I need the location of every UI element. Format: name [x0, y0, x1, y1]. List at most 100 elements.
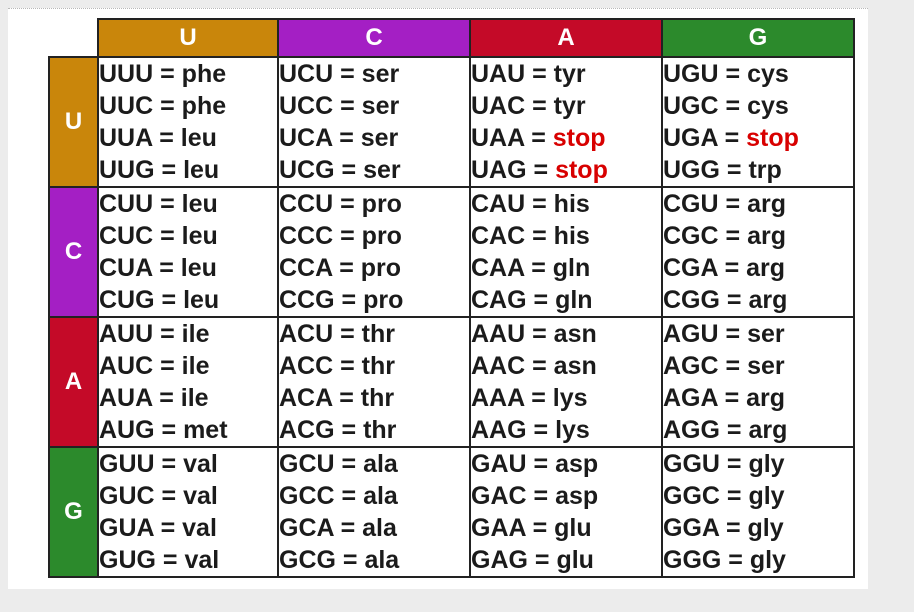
- equals-sign: =: [152, 384, 181, 412]
- page-canvas: U C A G U UUU = phe UUC = phe UUA = leu UUG …: [8, 8, 868, 589]
- codon-label: AGA: [663, 384, 718, 412]
- codon-entry: AUA = ile: [99, 382, 277, 414]
- codon-label: AAG: [471, 416, 527, 444]
- amino-acid-label: thr: [363, 416, 397, 444]
- codon-label: UAG: [471, 156, 527, 184]
- codon-cell: CGU = arg CGC = arg CGA = arg CGG = arg: [661, 186, 855, 318]
- equals-sign: =: [153, 222, 182, 250]
- codon-entry: CGG = arg: [663, 284, 853, 316]
- amino-acid-label: thr: [361, 352, 395, 380]
- equals-sign: =: [332, 384, 361, 412]
- amino-acid-label: gly: [748, 450, 785, 478]
- codon-label: UCG: [279, 156, 335, 184]
- corner-cell: [49, 19, 98, 57]
- codon-entry: GCU = ala: [279, 448, 469, 480]
- codon-entry: UAG = stop: [471, 154, 661, 186]
- codon-entry: UGU = cys: [663, 58, 853, 90]
- codon-label: AUA: [99, 384, 153, 412]
- codon-entry: UCA = ser: [279, 122, 469, 154]
- codon-entry: ACU = thr: [279, 318, 469, 350]
- amino-acid-label: ser: [361, 60, 400, 88]
- codon-entry: CUU = leu: [99, 188, 277, 220]
- codon-entry: AGG = arg: [663, 414, 853, 446]
- codon-entry: UCG = ser: [279, 154, 469, 186]
- codon-label: UUA: [99, 124, 153, 152]
- amino-acid-label: met: [183, 416, 228, 444]
- equals-sign: =: [718, 92, 748, 120]
- codon-label: UUG: [99, 156, 155, 184]
- equals-sign: =: [333, 514, 363, 542]
- amino-acid-label: val: [182, 514, 217, 542]
- codon-entry: GGU = gly: [663, 448, 853, 480]
- codon-label: GAA: [471, 514, 526, 542]
- codon-entry: AUU = ile: [99, 318, 277, 350]
- equals-sign: =: [718, 320, 748, 348]
- codon-label: ACC: [279, 352, 334, 380]
- codon-label: AGG: [663, 416, 720, 444]
- amino-acid-label: arg: [746, 254, 786, 282]
- codon-entry: UUC = phe: [99, 90, 277, 122]
- codon-entry: GCA = ala: [279, 512, 469, 544]
- codon-cell: CUU = leu CUC = leu CUA = leu CUG = leu: [97, 186, 279, 318]
- codon-label: CCC: [279, 222, 334, 250]
- amino-acid-label: gly: [748, 482, 785, 510]
- codon-entry: GUG = val: [99, 544, 277, 576]
- amino-acid-label: asp: [555, 482, 599, 510]
- codon-entry: CCC = pro: [279, 220, 469, 252]
- codon-label: CUC: [99, 222, 154, 250]
- amino-acid-label: asn: [553, 320, 597, 348]
- amino-acid-label: gly: [747, 514, 784, 542]
- equals-sign: =: [719, 156, 749, 184]
- codon-entry: GCG = ala: [279, 544, 469, 576]
- amino-acid-label: his: [553, 190, 590, 218]
- amino-acid-label: tyr: [553, 92, 586, 120]
- codon-entry: AAA = lys: [471, 382, 661, 414]
- codon-label: CGA: [663, 254, 718, 282]
- column-header-a: A: [469, 18, 663, 58]
- equals-sign: =: [333, 60, 362, 88]
- amino-acid-label: lys: [555, 416, 590, 444]
- equals-sign: =: [525, 320, 554, 348]
- codon-entry: GAA = glu: [471, 512, 661, 544]
- codon-entry: AUC = ile: [99, 350, 277, 382]
- amino-acid-label: tyr: [553, 60, 586, 88]
- amino-acid-label: pro: [363, 286, 404, 314]
- equals-sign: =: [154, 156, 184, 184]
- column-header-g: G: [661, 18, 855, 58]
- codon-cell: UUU = phe UUC = phe UUA = leu UUG = leu: [97, 56, 279, 188]
- codon-label: CUU: [99, 190, 154, 218]
- codon-entry: UUG = leu: [99, 154, 277, 186]
- codon-label: ACA: [279, 384, 333, 412]
- amino-acid-label: lys: [552, 384, 588, 412]
- codon-entry: GUU = val: [99, 448, 277, 480]
- codon-entry: CCG = pro: [279, 284, 469, 316]
- codon-entry: GUA = val: [99, 512, 277, 544]
- codon-entry: CAU = his: [471, 188, 661, 220]
- equals-sign: =: [334, 450, 364, 478]
- codon-entry: UUA = leu: [99, 122, 277, 154]
- equals-sign: =: [333, 92, 362, 120]
- equals-sign: =: [334, 416, 364, 444]
- equals-sign: =: [525, 92, 554, 120]
- codon-label: GUG: [99, 546, 156, 574]
- codon-label: GCG: [279, 546, 336, 574]
- codon-label: CGU: [663, 190, 719, 218]
- amino-acid-label: phe: [181, 60, 227, 88]
- codon-label: AUG: [99, 416, 155, 444]
- codon-label: CUG: [99, 286, 155, 314]
- amino-acid-label: ala: [363, 450, 398, 478]
- equals-sign: =: [524, 254, 553, 282]
- codon-label: GCU: [279, 450, 335, 478]
- amino-acid-label: ile: [180, 384, 209, 412]
- equals-sign: =: [719, 514, 748, 542]
- codon-label: AAU: [471, 320, 526, 348]
- codon-entry: GGC = gly: [663, 480, 853, 512]
- codon-label: CGG: [663, 286, 720, 314]
- row-header-a: A: [48, 316, 99, 448]
- codon-label: CAG: [471, 286, 527, 314]
- codon-entry: UGA = stop: [663, 122, 853, 154]
- codon-entry: CCU = pro: [279, 188, 469, 220]
- amino-acid-label: pro: [360, 254, 402, 282]
- codon-cell: AAU = asn AAC = asn AAA = lys AAG = lys: [469, 316, 663, 448]
- equals-sign: =: [155, 546, 185, 574]
